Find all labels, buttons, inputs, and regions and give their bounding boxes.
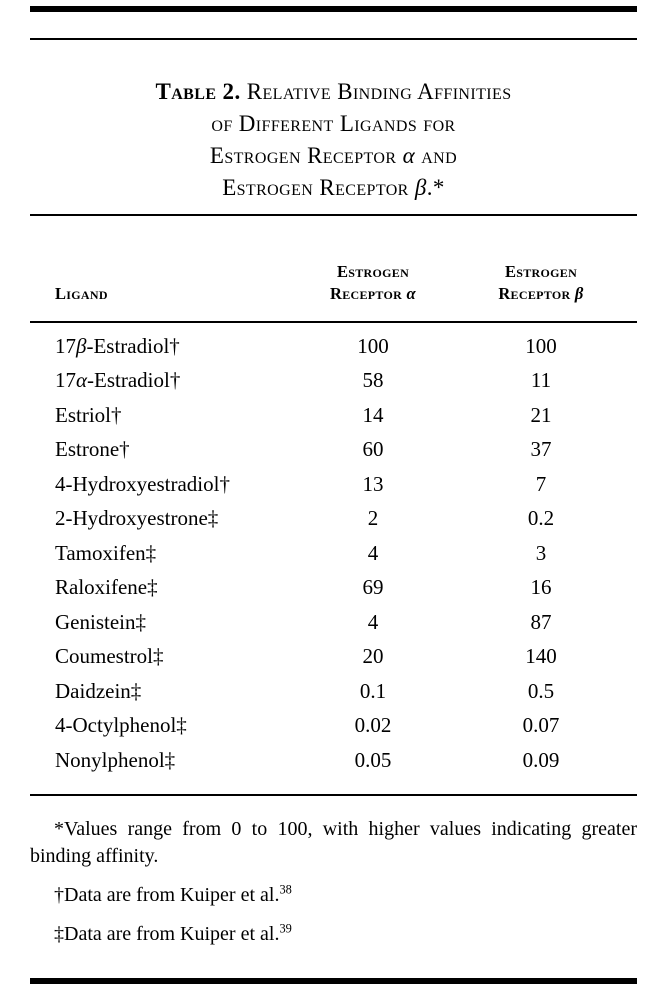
- ligand-cell: Genistein‡: [55, 609, 146, 634]
- table-row: 2-Hydroxyestrone‡ 2 0.2: [30, 502, 637, 537]
- table-row: Nonylphenol‡ 0.05 0.09: [30, 743, 637, 778]
- receptor-beta-value: 3: [535, 540, 547, 565]
- greek-letter: α: [76, 368, 88, 393]
- greek-letter: β: [76, 333, 87, 358]
- footnote: *Values range from 0 to 100, with higher…: [30, 817, 637, 867]
- title-divider-rule: [30, 214, 637, 216]
- column-header-line: Receptor β: [466, 283, 616, 305]
- receptor-beta-value: 0.09: [522, 747, 560, 772]
- ligand-cell: 17β-Estradiol†: [55, 333, 180, 358]
- table-title: Table 2. Relative Binding Affinities of D…: [30, 76, 637, 204]
- ligand-cell: Nonylphenol‡: [55, 747, 176, 772]
- title-text-segment: of Different Ligands for: [211, 111, 456, 136]
- column-header-text: Receptor: [330, 284, 407, 303]
- receptor-alpha-value: 0.02: [354, 713, 392, 738]
- receptor-alpha-value: 4: [367, 540, 379, 565]
- title-text-segment: Table 2.: [155, 79, 247, 104]
- receptor-alpha-value: 14: [362, 402, 384, 427]
- receptor-beta-value: 0.2: [527, 506, 555, 531]
- superscript-reference: 39: [279, 920, 292, 935]
- top-thin-rule: [30, 38, 637, 40]
- receptor-beta-value: 37: [530, 437, 552, 462]
- receptor-alpha-value: 69: [362, 575, 384, 600]
- ligand-cell: Tamoxifen‡: [55, 540, 157, 565]
- ligand-cell: Daidzein‡: [55, 678, 142, 703]
- receptor-alpha-value: 4: [367, 609, 379, 634]
- footnotes: *Values range from 0 to 100, with higher…: [30, 816, 637, 948]
- table-title-line: Table 2. Relative Binding Affinities: [30, 76, 637, 108]
- receptor-alpha-value: 2: [367, 506, 379, 531]
- beta-symbol: β: [574, 284, 584, 303]
- table-title-line: Estrogen Receptor α and: [30, 140, 637, 172]
- ligand-cell: 2-Hydroxyestrone‡: [55, 506, 219, 531]
- column-header-line: Estrogen: [336, 262, 410, 281]
- receptor-beta-value: 100: [525, 333, 557, 358]
- table-2-container: Table 2. Relative Binding Affinities of D…: [30, 0, 637, 984]
- title-text-segment: Estrogen Receptor: [209, 143, 403, 168]
- table-row: Raloxifene‡ 69 16: [30, 571, 637, 606]
- table-row: 17α-Estradiol† 58 11: [30, 364, 637, 399]
- table-row: Coumestrol‡ 20 140: [30, 640, 637, 675]
- receptor-beta-value: 0.5: [527, 678, 555, 703]
- table-title-line: of Different Ligands for: [30, 108, 637, 140]
- column-header-receptor-beta: Estrogen Receptor β: [466, 261, 616, 305]
- table-row: 4-Octylphenol‡ 0.02 0.07: [30, 709, 637, 744]
- column-header-receptor-alpha: Estrogen Receptor α: [280, 261, 466, 305]
- receptor-alpha-value: 58: [362, 368, 384, 393]
- table-header: Ligand Estrogen Receptor α Estrogen Rece…: [30, 261, 637, 305]
- receptor-alpha-value: 0.05: [354, 747, 392, 772]
- table-row: 4-Hydroxyestradiol† 13 7: [30, 467, 637, 502]
- footnote: ‡Data are from Kuiper et al.39: [54, 920, 292, 945]
- table-row: 17β-Estradiol† 100 100: [30, 329, 637, 364]
- alpha-symbol: α: [406, 284, 416, 303]
- receptor-alpha-value: 13: [362, 471, 384, 496]
- receptor-alpha-value: 0.1: [359, 678, 387, 703]
- receptor-alpha-value: 20: [362, 644, 384, 669]
- table-row: Daidzein‡ 0.1 0.5: [30, 674, 637, 709]
- ligand-cell: 17α-Estradiol†: [55, 368, 181, 393]
- body-divider-rule: [30, 793, 637, 796]
- top-thick-rule: [30, 6, 637, 12]
- receptor-beta-value: 16: [530, 575, 552, 600]
- title-text-segment: α: [402, 143, 416, 168]
- receptor-alpha-value: 60: [362, 437, 384, 462]
- table-title-line: Estrogen Receptor β.*: [30, 172, 637, 204]
- column-header-text: Receptor: [498, 284, 575, 303]
- column-header-line: Receptor α: [280, 283, 466, 305]
- ligand-cell: Estrone†: [55, 437, 130, 462]
- table-row: Genistein‡ 4 87: [30, 605, 637, 640]
- ligand-cell: Coumestrol‡: [55, 644, 164, 669]
- table-row: Estriol† 14 21: [30, 398, 637, 433]
- receptor-beta-value: 0.07: [522, 713, 560, 738]
- receptor-beta-value: 21: [530, 402, 552, 427]
- receptor-beta-value: 87: [530, 609, 552, 634]
- table-body: 17β-Estradiol† 100 100 17α-Estradiol† 58 11 Es…: [30, 329, 637, 778]
- column-header-line: Estrogen: [504, 262, 578, 281]
- superscript-reference: 38: [279, 881, 292, 896]
- title-text-segment: and: [415, 143, 458, 168]
- ligand-cell: Raloxifene‡: [55, 575, 158, 600]
- title-text-segment: Relative Binding Affinities: [246, 79, 512, 104]
- ligand-cell: 4-Hydroxyestradiol†: [55, 471, 230, 496]
- title-text-segment: β: [414, 175, 427, 200]
- footnote: †Data are from Kuiper et al.38: [54, 881, 292, 906]
- ligand-cell: 4-Octylphenol‡: [55, 713, 187, 738]
- receptor-beta-value: 11: [530, 368, 552, 393]
- receptor-beta-value: 140: [525, 644, 557, 669]
- title-text-segment: .*: [426, 175, 445, 200]
- table-row: Estrone† 60 37: [30, 433, 637, 468]
- column-header-ligand: Ligand: [55, 284, 108, 303]
- table-row: Tamoxifen‡ 4 3: [30, 536, 637, 571]
- header-divider-rule: [30, 321, 637, 323]
- ligand-cell: Estriol†: [55, 402, 122, 427]
- title-text-segment: Estrogen Receptor: [222, 175, 415, 200]
- receptor-alpha-value: 100: [357, 333, 389, 358]
- bottom-thick-rule: [30, 978, 637, 984]
- receptor-beta-value: 7: [535, 471, 547, 496]
